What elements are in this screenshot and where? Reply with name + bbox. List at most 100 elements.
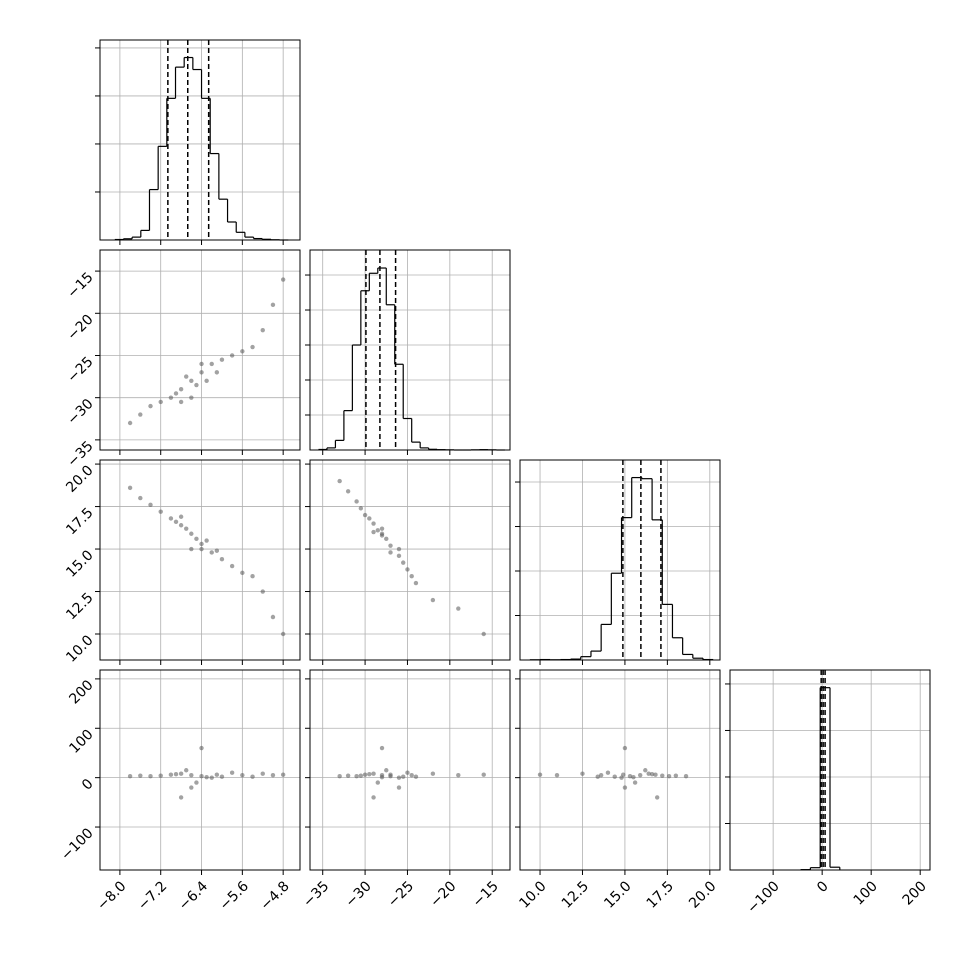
sample-point [401, 774, 406, 779]
sample-point [250, 344, 255, 350]
sample-point [184, 526, 189, 531]
sample-point [270, 772, 276, 778]
sample-point [354, 499, 359, 504]
sample-point [148, 502, 153, 508]
sample-point [481, 772, 486, 777]
sample-point [219, 557, 225, 562]
sample-point [654, 795, 660, 800]
sample-point [240, 772, 245, 778]
y-tick-label: −35 [64, 438, 96, 470]
sample-point [184, 374, 189, 379]
sample-point [127, 773, 133, 779]
sample-point [384, 768, 389, 773]
sample-point [379, 526, 385, 531]
sample-point [649, 771, 655, 777]
sample-point [622, 785, 628, 790]
sample-point [622, 745, 628, 751]
sample-point [337, 773, 342, 779]
y-tick-label: −15 [64, 269, 96, 301]
sample-point [168, 395, 174, 400]
x-tick-label: 17.5 [644, 878, 677, 911]
sample-point [260, 771, 265, 776]
sample-point [199, 745, 204, 751]
sample-point [229, 563, 235, 569]
x-tick-label: −20 [427, 878, 459, 910]
sample-point [260, 327, 265, 333]
sample-point [388, 543, 393, 548]
sample-point [371, 795, 376, 800]
panel-frame [519, 459, 721, 661]
y-tick-label: 0 [79, 776, 97, 794]
sample-point [456, 772, 461, 778]
sample-point [554, 772, 560, 778]
sample-point [375, 528, 380, 533]
sample-point [612, 774, 617, 779]
sample-point [209, 361, 214, 367]
sample-point [138, 412, 143, 417]
sample-point [405, 567, 410, 572]
sample-point [379, 774, 385, 780]
sample-point [683, 773, 689, 779]
sample-point [204, 538, 209, 543]
sample-point [127, 420, 133, 426]
sample-point [280, 277, 286, 282]
sample-point [209, 775, 214, 780]
sample-point [409, 574, 414, 579]
sample-point [396, 775, 402, 780]
x-tick-label: 12.5 [559, 878, 592, 911]
sample-point [189, 378, 194, 384]
sample-point [595, 774, 600, 779]
sample-point [362, 772, 368, 777]
sample-point [605, 770, 611, 775]
sample-point [178, 514, 184, 519]
sample-point [280, 772, 286, 777]
sample-point [178, 523, 184, 528]
sample-point [367, 771, 372, 777]
sample-point [413, 580, 419, 586]
sample-point [358, 773, 364, 778]
sample-point [367, 516, 372, 521]
y-tick-label: −30 [64, 396, 96, 428]
sample-point [189, 772, 194, 778]
y-tick-label: −20 [64, 312, 96, 344]
sample-point [250, 774, 255, 779]
sample-point [189, 785, 194, 790]
sample-point [209, 550, 214, 555]
sample-point [345, 773, 351, 778]
sample-point [413, 774, 419, 779]
sample-point [194, 780, 199, 785]
x-tick-label: 20.0 [686, 878, 719, 911]
sample-point [199, 773, 204, 779]
panel-frame [99, 39, 301, 241]
sample-point [638, 772, 643, 778]
sample-point [184, 768, 189, 773]
panel-frame [729, 669, 931, 871]
sample-point [219, 774, 225, 779]
sample-point [396, 546, 402, 552]
sample-point [189, 546, 194, 552]
sample-point [178, 795, 184, 800]
panel-frame [99, 459, 301, 661]
y-tick-label: 200 [66, 677, 96, 707]
panel-frame [99, 669, 301, 871]
sample-point [270, 302, 276, 308]
sample-point [405, 770, 410, 775]
x-tick-label: −8.0 [94, 878, 129, 913]
sample-point [358, 506, 364, 511]
sample-point [168, 772, 174, 777]
sample-point [379, 745, 385, 751]
x-tick-label: −15 [470, 878, 502, 910]
sample-point [199, 541, 204, 547]
panel-frame [519, 669, 721, 871]
sample-point [199, 546, 204, 552]
sample-point [194, 536, 199, 542]
sample-point [384, 536, 389, 542]
sample-point [456, 606, 461, 611]
sample-point [375, 780, 380, 785]
sample-point [653, 772, 658, 777]
x-tick-label: −100 [744, 878, 783, 917]
panel-frame [309, 669, 511, 871]
sample-point [127, 485, 133, 491]
sample-point [199, 370, 204, 375]
sample-point [337, 478, 342, 484]
